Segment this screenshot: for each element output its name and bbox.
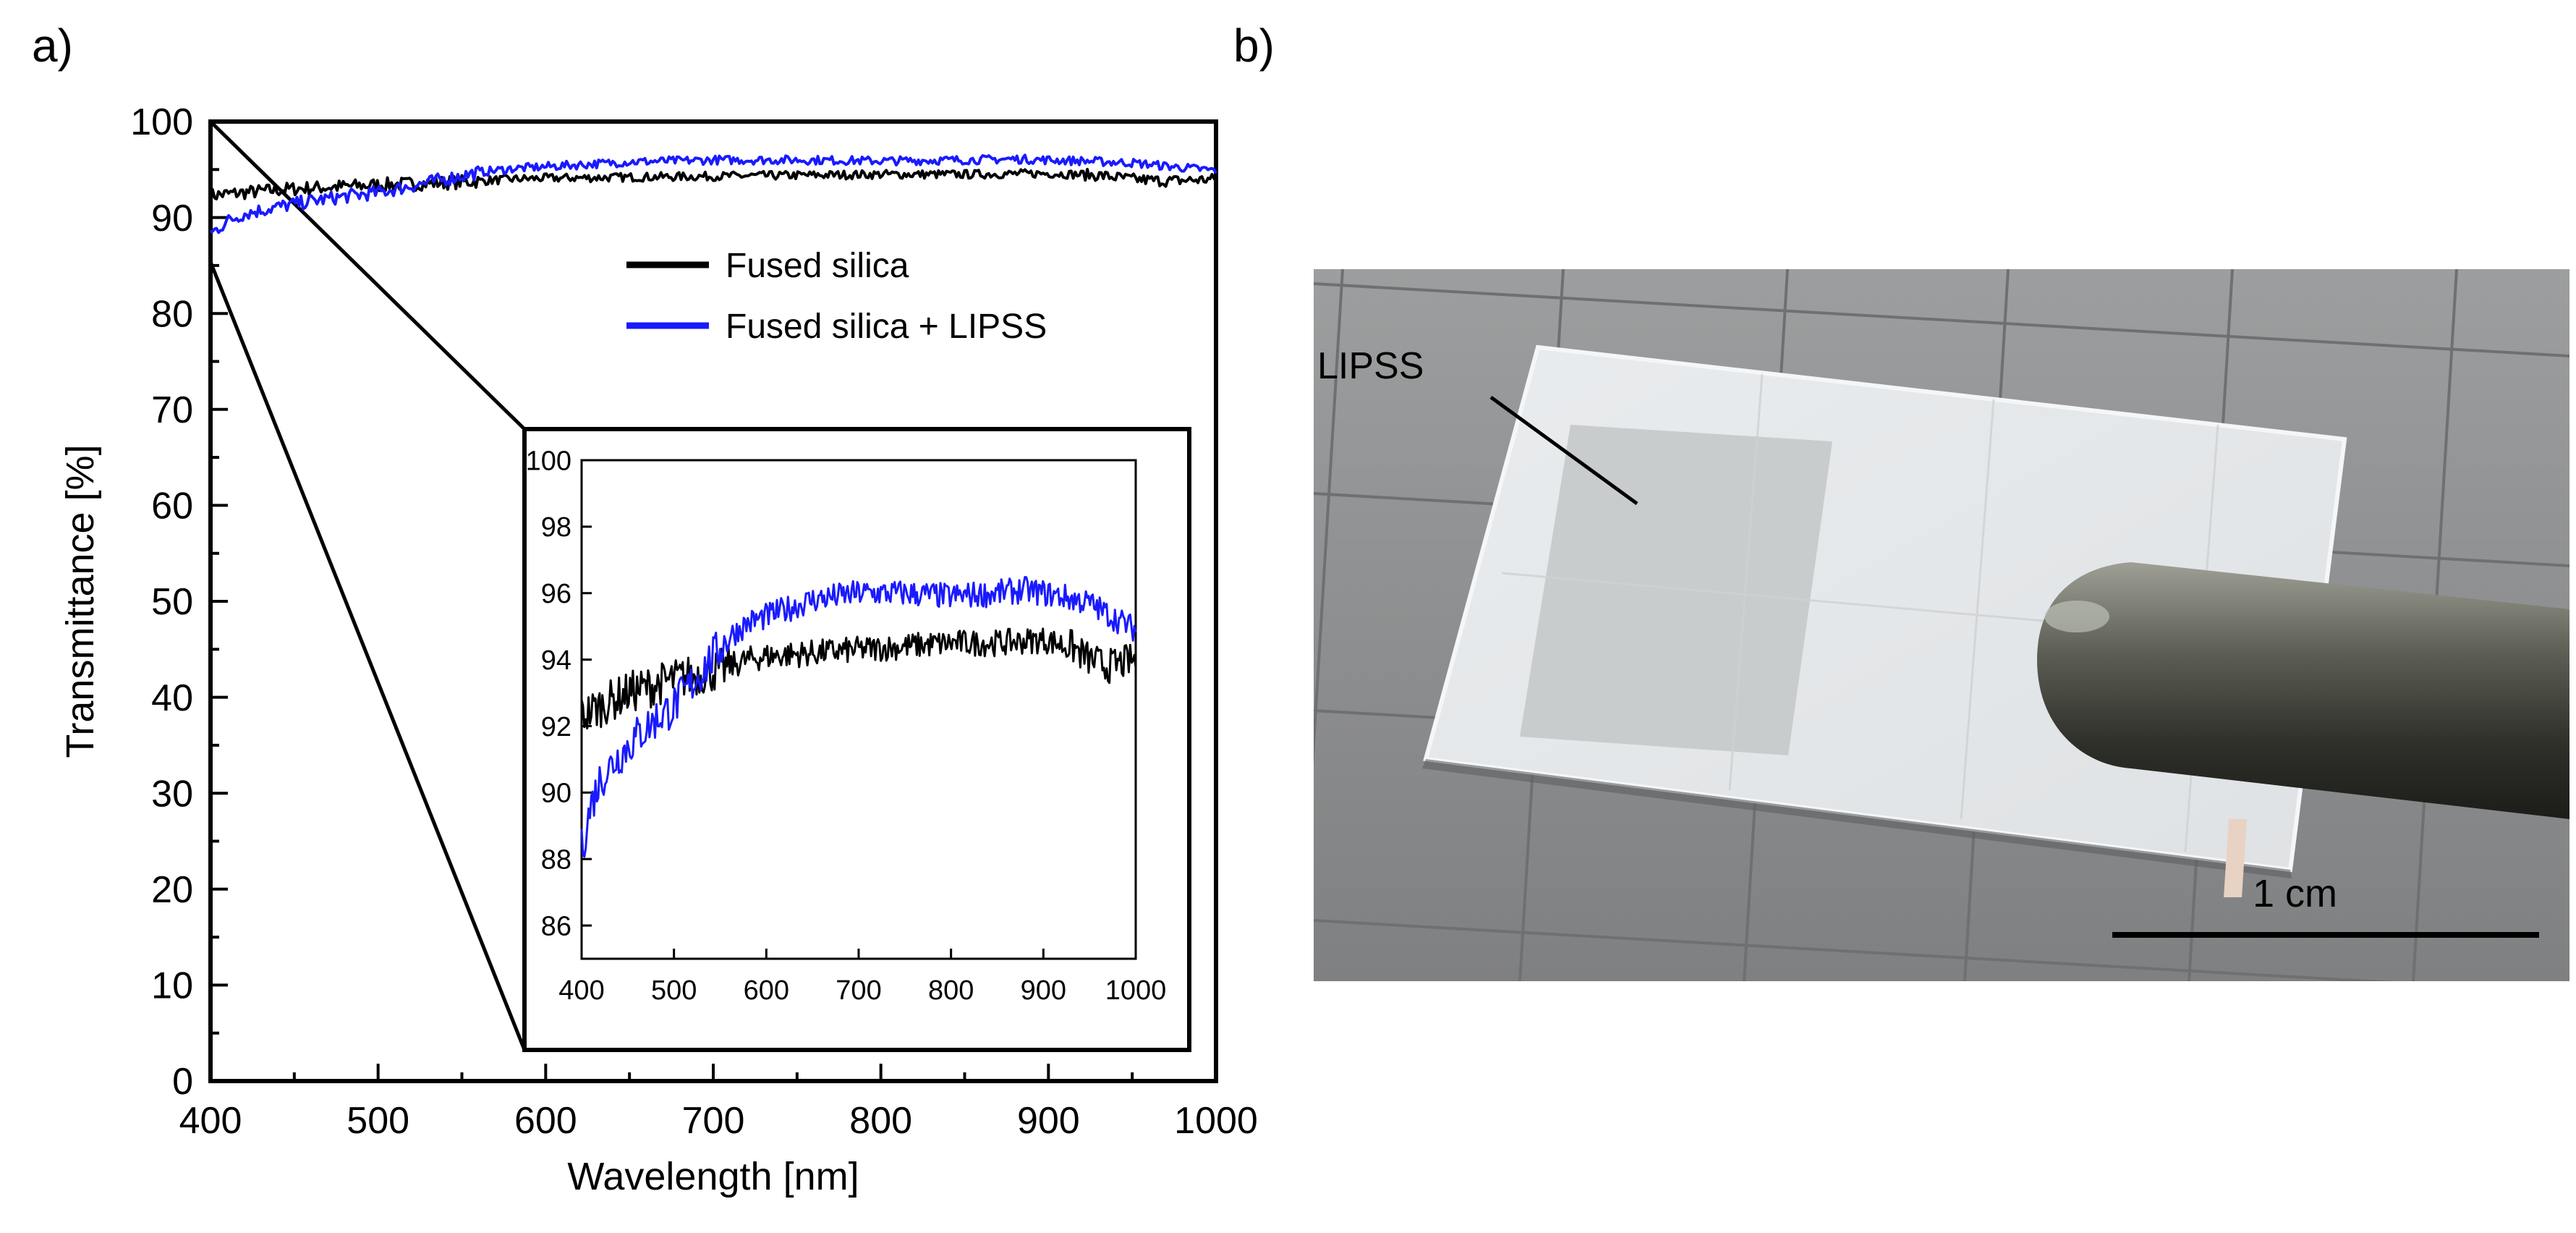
y-tick-label: 90 bbox=[541, 779, 571, 809]
panel-label-b: b) bbox=[1233, 20, 1275, 72]
x-tick-label: 600 bbox=[744, 975, 789, 1006]
inset-axes: 400 500 600 700 800 900 1000 86 88 90 92 94 96 98 100 bbox=[526, 446, 1167, 1006]
y-tick-label: 50 bbox=[151, 581, 193, 623]
y-tick-label: 98 bbox=[541, 512, 571, 543]
y-tick-label: 100 bbox=[526, 446, 571, 476]
x-tick-label: 1000 bbox=[1105, 975, 1167, 1006]
lipss-annotation: LIPSS bbox=[1317, 345, 1424, 387]
y-tick-label: 30 bbox=[151, 773, 193, 815]
scale-bar bbox=[2112, 932, 2539, 938]
x-tick-label: 500 bbox=[347, 1100, 409, 1142]
panel-label-a: a) bbox=[32, 20, 73, 72]
sample-photo: LIPSS 1 cm bbox=[1314, 269, 2569, 981]
lipss-pointer-line bbox=[1489, 395, 1638, 506]
x-tick-label: 900 bbox=[1017, 1100, 1080, 1142]
x-tick-label: 600 bbox=[514, 1100, 577, 1142]
x-tick-label: 1000 bbox=[1174, 1100, 1258, 1142]
y-tick-label: 94 bbox=[541, 645, 571, 676]
series-line-fused-silica-lipss bbox=[210, 153, 1217, 234]
grid-line-horizontal bbox=[1314, 919, 2394, 981]
tweezer-rod bbox=[2037, 562, 2569, 819]
x-tick-label: 800 bbox=[849, 1100, 912, 1142]
y-tick-label: 90 bbox=[151, 198, 193, 240]
main-axes: 400 500 600 700 800 900 1000 0 10 20 30 40 50 60 70 80 9… bbox=[59, 101, 1258, 1198]
slide-edge-shadow bbox=[1422, 759, 2292, 878]
legend-label-fused-silica: Fused silica bbox=[726, 247, 909, 285]
series-line-fused-silica-lipss bbox=[580, 576, 1137, 858]
x-tick-label: 400 bbox=[558, 975, 604, 1006]
inset-box bbox=[522, 427, 1191, 1052]
x-tick-label: 900 bbox=[1021, 975, 1066, 1006]
scale-bar-label: 1 cm bbox=[2253, 872, 2337, 915]
x-tick-label: 500 bbox=[651, 975, 697, 1006]
grid-line-horizontal bbox=[1314, 282, 2569, 357]
y-axis-title: Transmittance [%] bbox=[59, 444, 102, 758]
x-tick-label: 700 bbox=[836, 975, 881, 1006]
x-axis-title: Wavelength [nm] bbox=[567, 1155, 859, 1198]
rod-highlight bbox=[2044, 601, 2109, 632]
y-tick-label: 20 bbox=[151, 869, 193, 911]
transmittance-chart: 400 500 600 700 800 900 1000 0 10 20 30 40 50 60 70 80 9… bbox=[59, 101, 1258, 1198]
y-tick-label: 100 bbox=[130, 101, 193, 143]
y-tick-label: 92 bbox=[541, 712, 571, 742]
y-tick-label: 10 bbox=[151, 965, 193, 1007]
series-line-fused-silica bbox=[209, 168, 1217, 203]
y-tick-label: 60 bbox=[151, 486, 193, 527]
x-tick-label: 800 bbox=[928, 975, 974, 1006]
legend-label-fused-silica-lipss: Fused silica + LIPSS bbox=[726, 308, 1047, 346]
series-line-fused-silica bbox=[580, 627, 1137, 730]
lipss-patch bbox=[1520, 425, 1832, 755]
y-tick-label: 70 bbox=[151, 389, 193, 431]
x-tick-label: 700 bbox=[682, 1100, 745, 1142]
y-tick-label: 88 bbox=[541, 845, 571, 876]
legend: Fused silica Fused silica + LIPSS bbox=[626, 247, 1047, 346]
y-tick-label: 86 bbox=[541, 911, 571, 941]
inset-series-layer bbox=[580, 576, 1137, 858]
zoom-connector-top bbox=[209, 120, 526, 431]
rod-reflection bbox=[2224, 819, 2247, 897]
x-tick-label: 400 bbox=[179, 1100, 242, 1142]
y-tick-label: 80 bbox=[151, 293, 193, 335]
grid-line-vertical bbox=[1314, 269, 1344, 768]
y-tick-label: 96 bbox=[541, 579, 571, 609]
y-tick-label: 0 bbox=[172, 1061, 193, 1103]
main-series-layer bbox=[209, 153, 1217, 234]
zoom-connector-bottom bbox=[208, 261, 527, 1051]
y-tick-label: 40 bbox=[151, 677, 193, 719]
